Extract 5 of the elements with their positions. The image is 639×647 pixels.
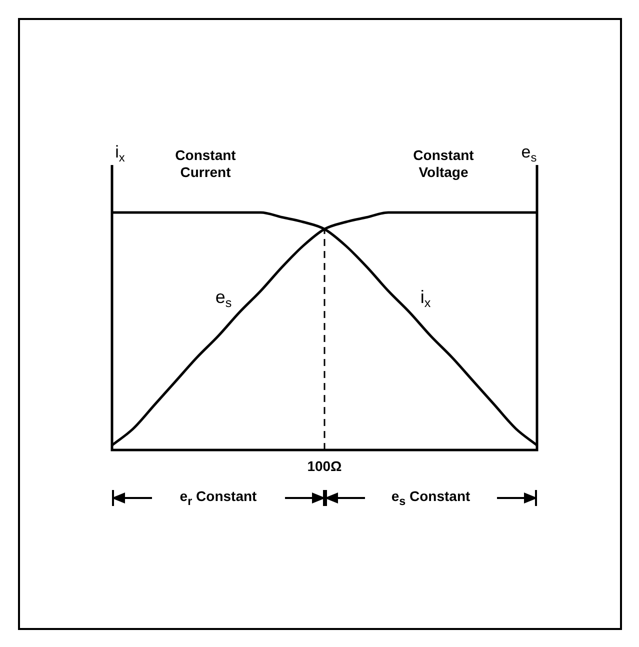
text: 100Ω (307, 458, 342, 474)
text: e$_{r}$ Constant (178, 488, 258, 508)
text: Constant Current (175, 147, 236, 181)
text: Constant Voltage (413, 147, 474, 181)
text: e$_{s}$ Constant (390, 488, 472, 508)
